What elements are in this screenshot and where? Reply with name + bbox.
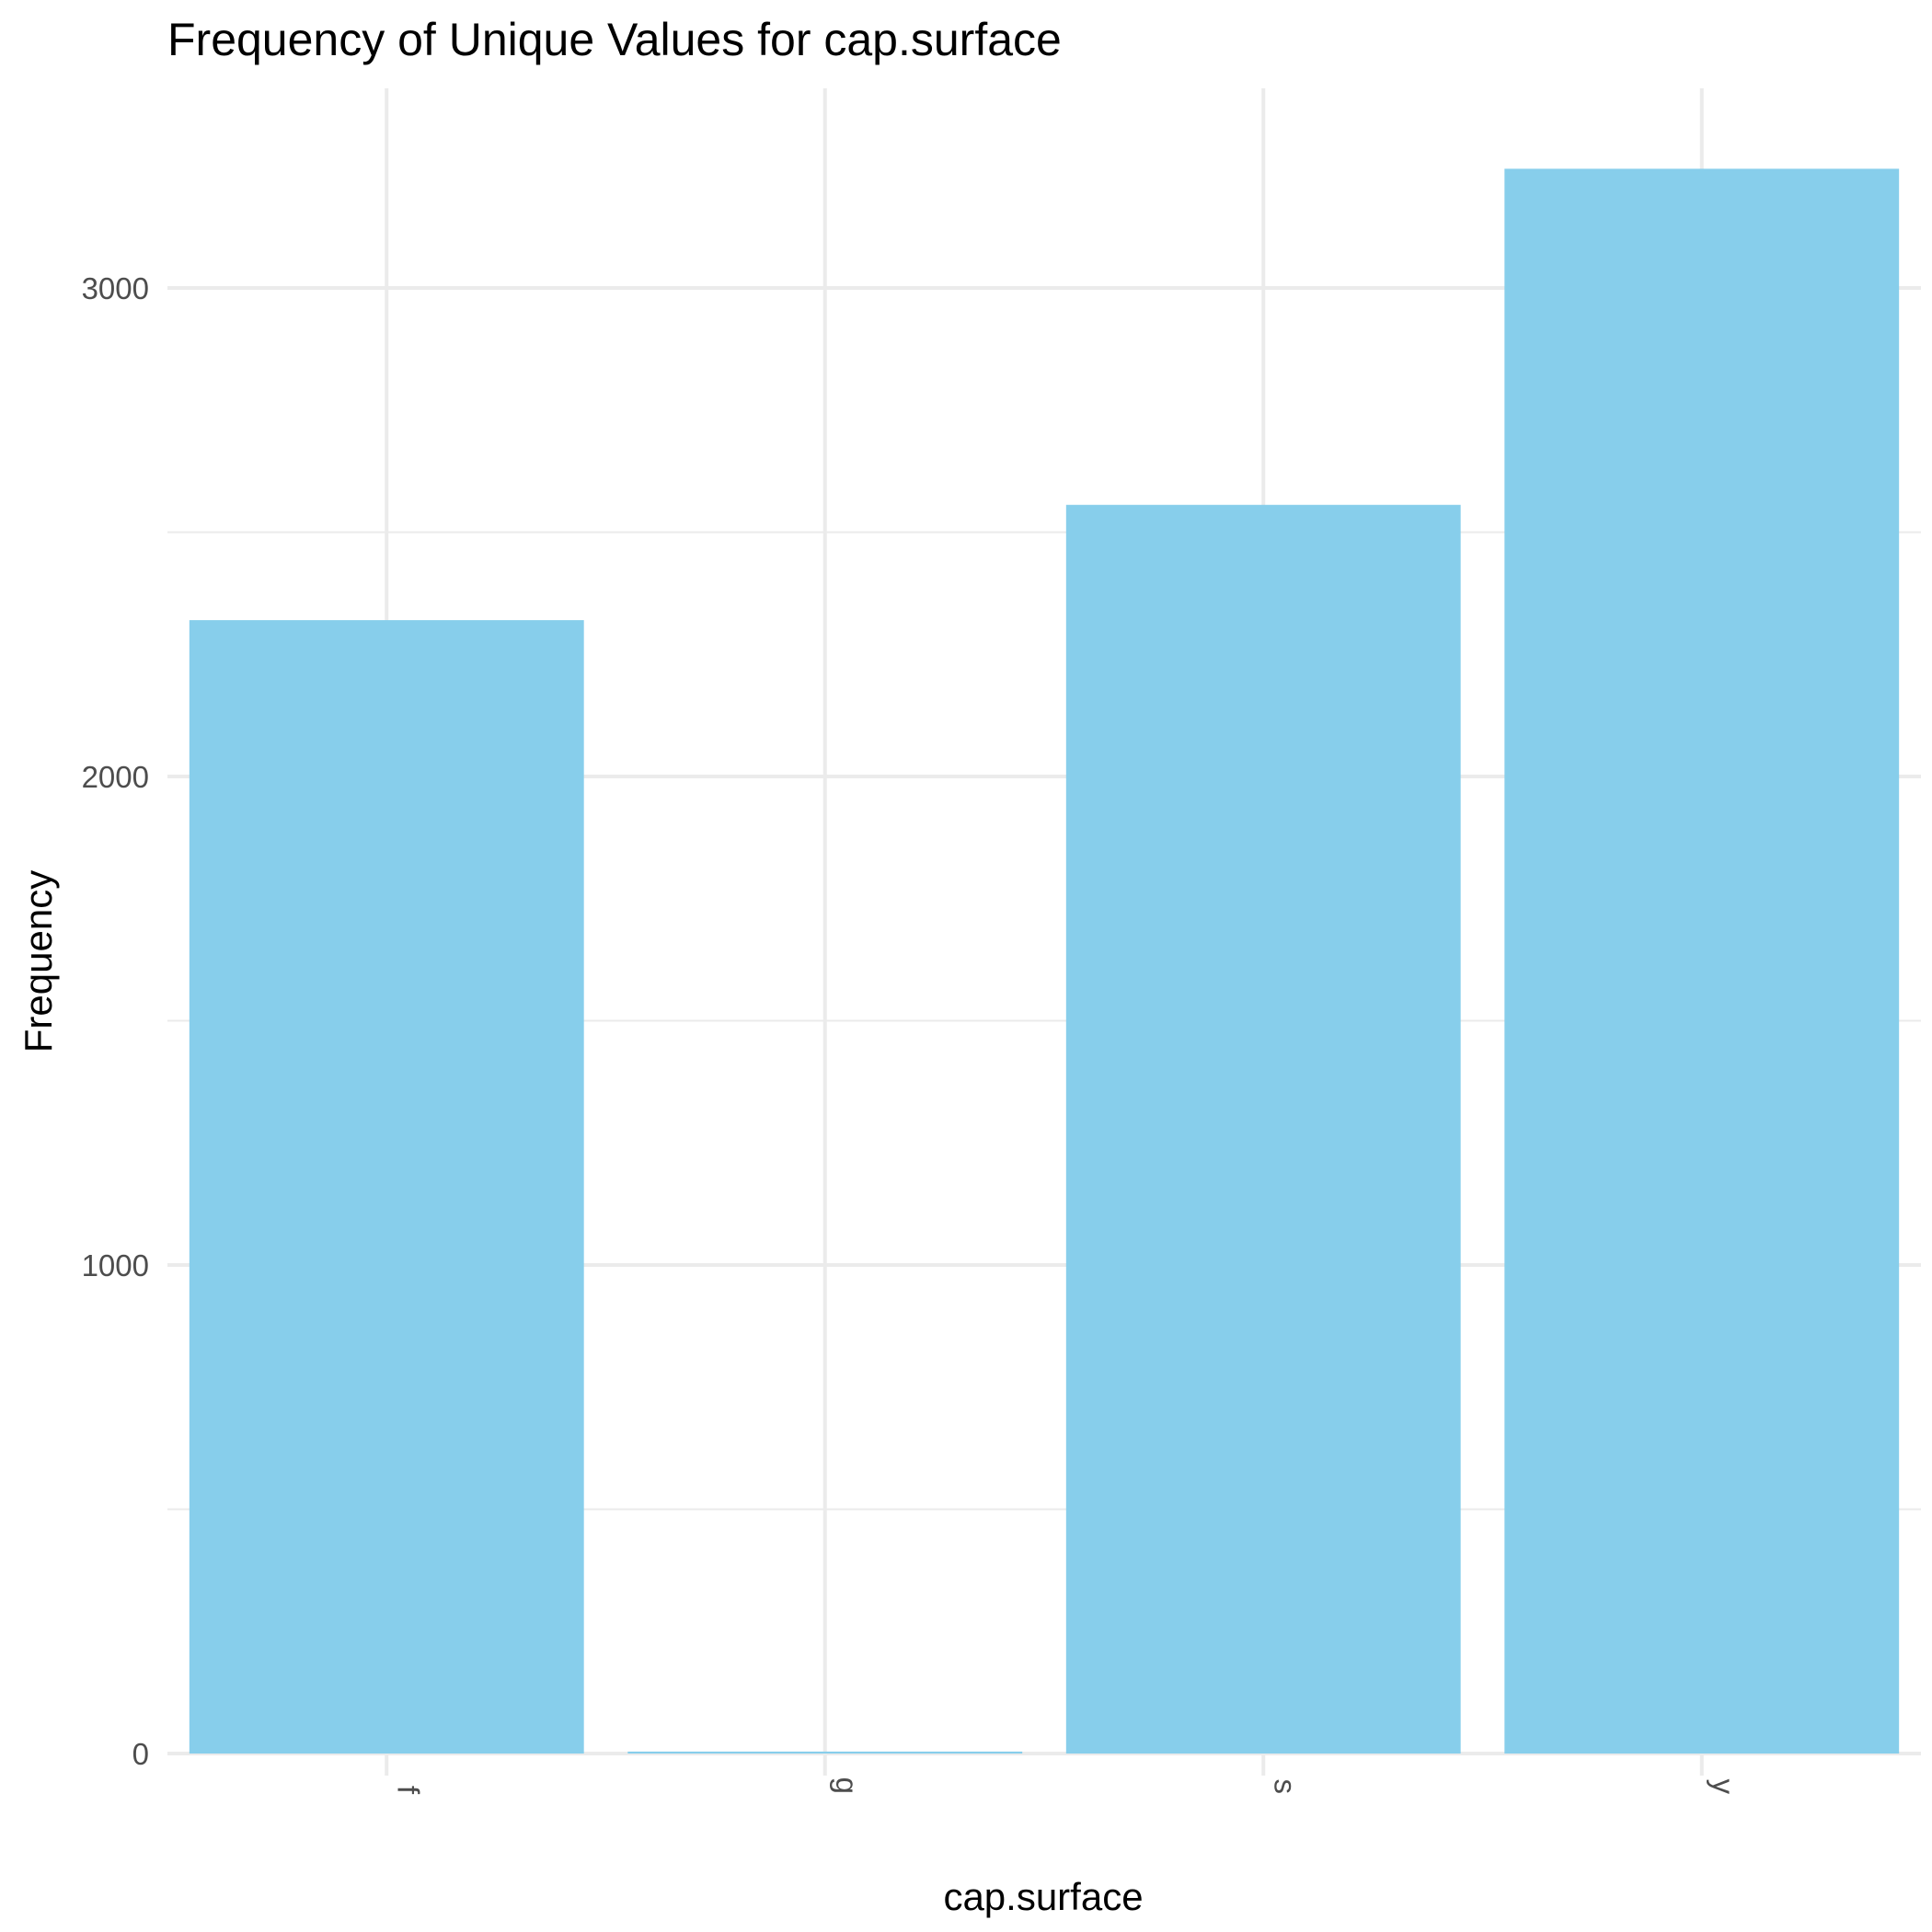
x-tick-label: y	[1707, 1779, 1741, 1795]
x-axis-title: cap.surface	[943, 1875, 1143, 1918]
bars-layer	[189, 168, 1900, 1754]
y-tick-label: 3000	[82, 271, 149, 305]
bar-g	[627, 1751, 1023, 1754]
x-tick-label: g	[830, 1777, 864, 1794]
chart-title: Frequency of Unique Values for cap.surfa…	[167, 14, 1062, 65]
y-tick-labels: 0 1000 2000 3000	[82, 271, 149, 1771]
y-axis-title: Frequency	[17, 870, 60, 1052]
bar-s	[1065, 504, 1461, 1754]
x-tick-label: s	[1268, 1779, 1302, 1795]
y-tick-label: 0	[132, 1737, 149, 1771]
x-tick-label: f	[391, 1786, 425, 1795]
bar-y	[1504, 168, 1900, 1754]
y-tick-label: 1000	[82, 1248, 149, 1282]
y-tick-label: 2000	[82, 760, 149, 794]
bar-f	[189, 620, 584, 1754]
